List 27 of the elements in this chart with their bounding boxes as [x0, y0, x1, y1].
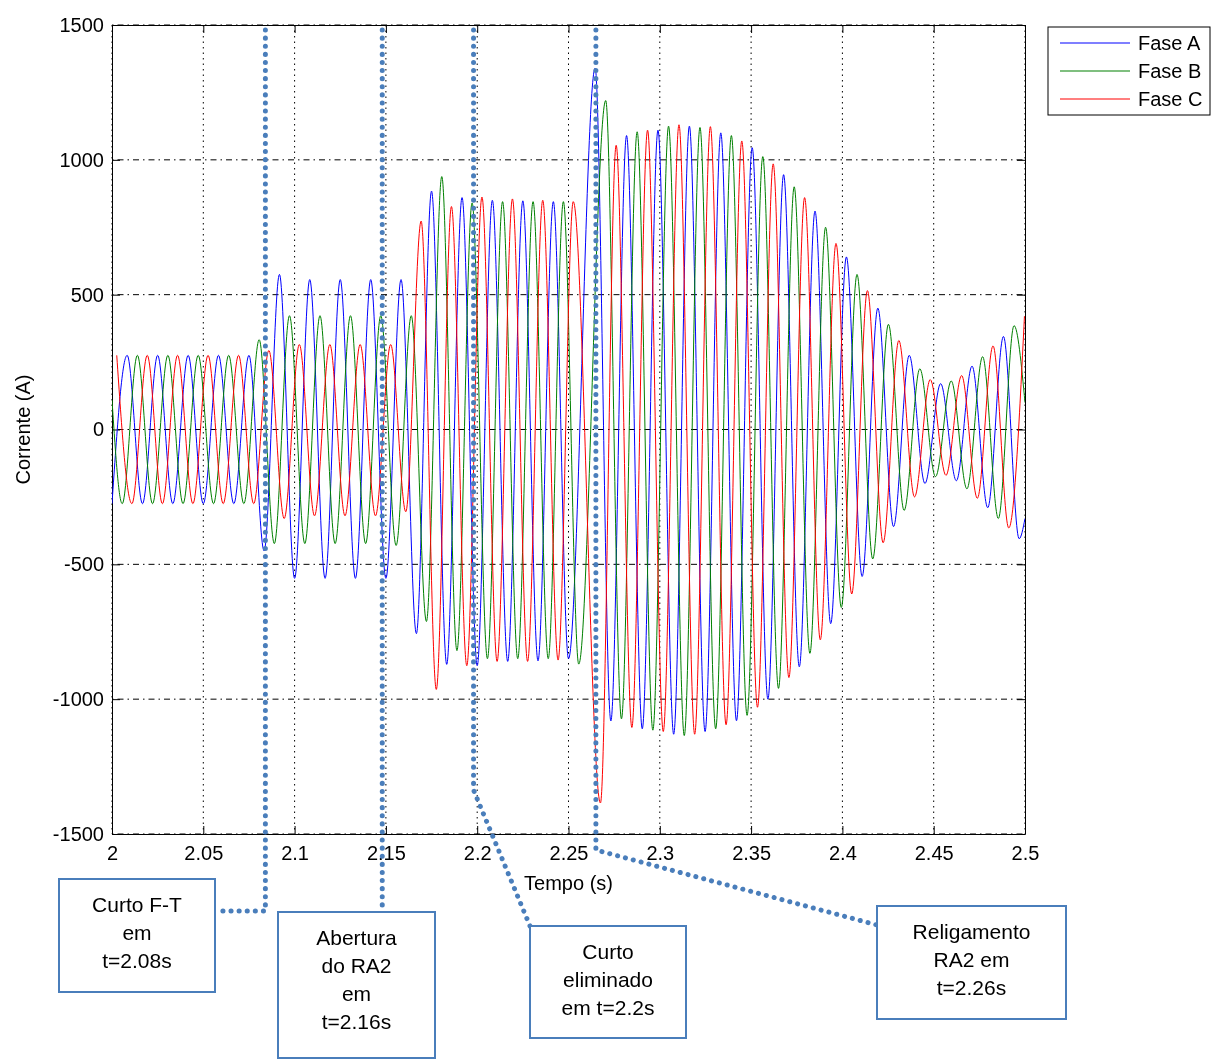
y-tick-label: -1000 [52, 688, 104, 711]
x-axis-title: Tempo (s) [524, 872, 613, 894]
x-tick-label: 2.1 [281, 842, 310, 865]
x-tick-label: 2.3 [646, 842, 675, 865]
x-tick-label: 2.35 [732, 842, 772, 865]
ref-line-label: Curto eliminado em t=2.2s [561, 940, 655, 1019]
legend-label: Fase C [1138, 88, 1203, 110]
legend-label: Fase B [1138, 60, 1202, 82]
x-tick-label: 2.45 [914, 842, 954, 865]
x-tick-label: 2 [106, 842, 119, 865]
y-tick-label: -1500 [52, 822, 104, 845]
x-tick-label: 2.15 [366, 842, 406, 865]
x-tick-label: 2.4 [828, 842, 857, 865]
y-tick-label: 1000 [59, 148, 104, 171]
x-tick-label: 2.25 [549, 842, 589, 865]
y-tick-label: -500 [63, 553, 104, 576]
ref-line-label: Abertura do RA2 em t=2.16s [316, 926, 398, 1033]
x-tick-label: 2.5 [1011, 842, 1040, 865]
x-tick-label: 2.05 [184, 842, 224, 865]
ref-line-label: Religamento RA2 em t=2.26s [912, 920, 1031, 999]
y-tick-label: 1500 [59, 13, 104, 36]
x-tick-label: 2.2 [463, 842, 492, 865]
y-tick-label: 0 [92, 418, 104, 441]
y-tick-label: 500 [70, 283, 104, 306]
y-axis-title: Corrente (A) [12, 374, 34, 485]
legend-label: Fase A [1138, 32, 1201, 54]
ref-line-label: Curto F-T em t=2.08s [92, 893, 183, 972]
